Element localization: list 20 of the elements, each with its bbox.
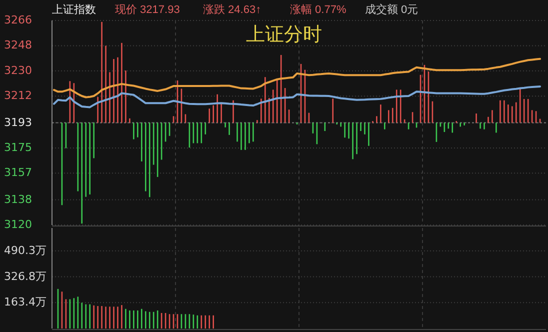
text: 涨跌 24.63↑ — [203, 4, 262, 16]
chart-title: 上证分时 — [246, 24, 322, 46]
y-tick-label: 3230 — [4, 64, 32, 77]
y-tick-label: 3157 — [4, 166, 32, 180]
y-tick-label: 3212 — [4, 89, 32, 102]
y-tick-label: 3248 — [4, 38, 32, 52]
y-tick-label: 3266 — [4, 14, 32, 27]
text: 涨幅 0.77% — [290, 4, 346, 16]
y-tick-label: 163.4万 — [4, 296, 46, 309]
line-series — [52, 58, 542, 98]
y-tick-label: 490.3万 — [4, 244, 46, 257]
y-tick-label: 3138 — [4, 192, 32, 206]
y-tick-label: 326.8万 — [4, 270, 46, 283]
text: 上证指数 — [52, 3, 96, 16]
y-tick-label: 3193 — [4, 116, 32, 129]
text: 现价 3217.93 — [115, 4, 180, 16]
y-tick-label: 3120 — [4, 218, 32, 232]
line-series — [52, 85, 542, 108]
y-tick-label: 3175 — [4, 140, 32, 154]
text: 成交额 0元 — [365, 3, 418, 16]
